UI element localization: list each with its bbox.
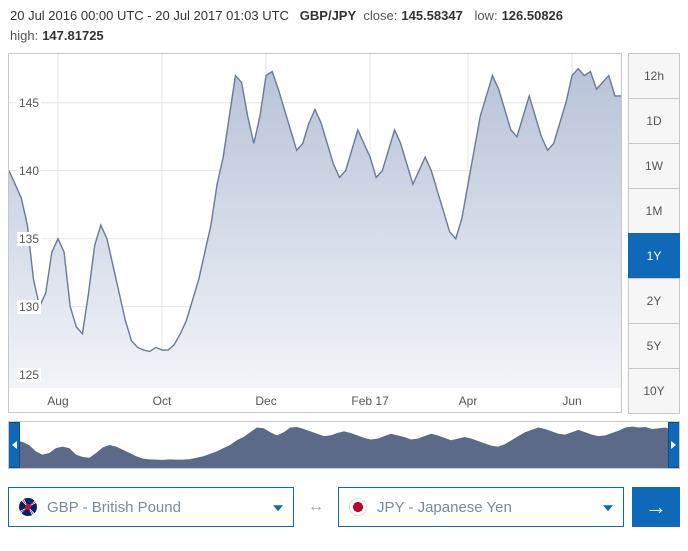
- currency-pair: GBP/JPY: [300, 8, 356, 23]
- main-chart-row: 125130135140145 AugOctDecFeb 17AprJun 12…: [8, 53, 680, 413]
- high-value: 147.81725: [42, 26, 103, 46]
- range-button-5y[interactable]: 5Y: [628, 323, 680, 369]
- date-range: 20 Jul 2016 00:00 UTC - 20 Jul 2017 01:0…: [10, 8, 289, 23]
- swap-currencies-button[interactable]: ↔: [302, 498, 330, 516]
- range-button-1y[interactable]: 1Y: [628, 233, 680, 279]
- range-button-1m[interactable]: 1M: [628, 188, 680, 234]
- range-button-1w[interactable]: 1W: [628, 143, 680, 189]
- to-currency-select[interactable]: JPY - Japanese Yen: [338, 487, 624, 527]
- overview-handle-left[interactable]: [8, 422, 20, 468]
- range-button-12h[interactable]: 12h: [628, 53, 680, 99]
- chevron-down-icon: [273, 505, 283, 511]
- submit-button[interactable]: →: [632, 487, 680, 527]
- jpy-flag-icon: [349, 498, 367, 516]
- time-range-selector: 12h1D1W1M1Y2Y5Y10Y: [628, 53, 680, 413]
- range-button-1d[interactable]: 1D: [628, 98, 680, 144]
- range-button-10y[interactable]: 10Y: [628, 368, 680, 414]
- from-currency-label: GBP - British Pound: [47, 499, 181, 516]
- to-currency-label: JPY - Japanese Yen: [377, 499, 512, 516]
- from-currency-select[interactable]: GBP - British Pound: [8, 487, 294, 527]
- chart-svg: [9, 54, 621, 412]
- high-label: high:: [10, 26, 38, 46]
- overview-svg: [9, 422, 679, 468]
- chart-header: 20 Jul 2016 00:00 UTC - 20 Jul 2017 01:0…: [0, 0, 688, 49]
- gbp-flag-icon: [19, 498, 37, 516]
- overview-handle-right[interactable]: [668, 422, 680, 468]
- overview-chart[interactable]: [8, 421, 680, 469]
- chevron-down-icon: [603, 505, 613, 511]
- range-button-2y[interactable]: 2Y: [628, 278, 680, 324]
- currency-selector-row: GBP - British Pound ↔ JPY - Japanese Yen…: [8, 487, 680, 527]
- low-label: low:: [474, 6, 497, 26]
- close-label: close:: [363, 6, 397, 26]
- price-chart[interactable]: 125130135140145 AugOctDecFeb 17AprJun: [8, 53, 622, 413]
- low-value: 126.50826: [502, 6, 563, 26]
- close-value: 145.58347: [401, 6, 462, 26]
